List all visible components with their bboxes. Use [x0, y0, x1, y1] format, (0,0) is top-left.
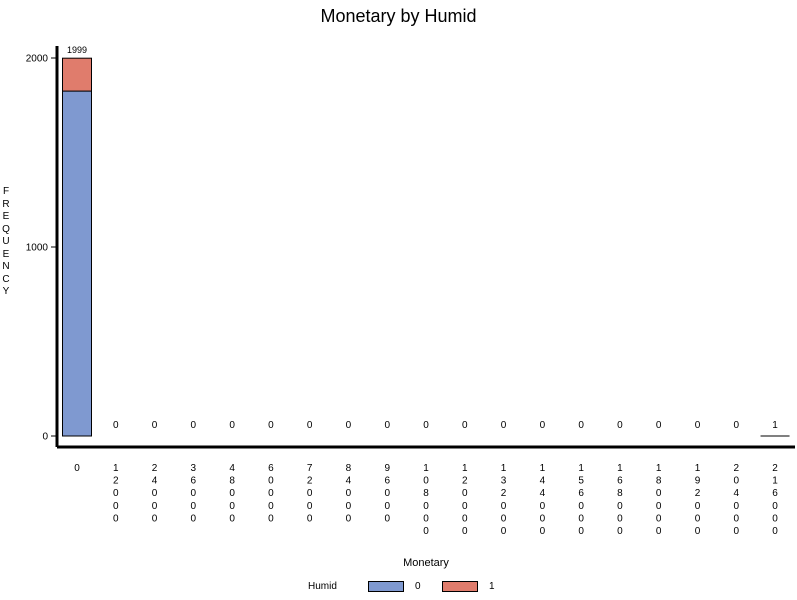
bar-data-label: 0: [191, 420, 197, 431]
bar-data-label: 1999: [67, 45, 87, 55]
x-ticks-group: 0 1 2 0 0 0 2 4 0 0 0 3 6 0 0 0 4 8 0 0 0 6 0 0 0 0 7 2 0 0 0 8 4 0 0 0 9 6 0 0…: [74, 463, 778, 537]
legend-title: Humid: [308, 581, 337, 592]
bars-group: [62, 57, 790, 437]
legend-swatch-0: [368, 581, 404, 592]
bar-data-label: 0: [152, 420, 158, 431]
bar-data-label: 0: [656, 420, 662, 431]
bar-data-label: 0: [501, 420, 507, 431]
bar-data-label: 0: [268, 420, 274, 431]
bar-data-label: 0: [540, 420, 546, 431]
bar-data-label: 0: [462, 420, 468, 431]
bar-data-label: 0: [384, 420, 390, 431]
bar-data-label: 0: [229, 420, 235, 431]
bar-data-label: 0: [733, 420, 739, 431]
bar-data-label: 0: [423, 420, 429, 431]
y-ticks-group: 0 1000 2000: [26, 54, 57, 443]
y-tick-label: 1000: [26, 243, 49, 254]
bar-data-label: 0: [617, 420, 623, 431]
bar-data-label: 0: [113, 420, 119, 431]
legend-label-1: 1: [489, 581, 495, 592]
y-tick-label: 0: [42, 432, 48, 443]
bar-segment: [62, 90, 92, 437]
x-tick-label: 0: [74, 463, 80, 474]
legend-label-0: 0: [415, 581, 421, 592]
y-axis-label: FREQUENCY: [2, 186, 10, 297]
bar-data-label: 0: [695, 420, 701, 431]
chart-title: Monetary by Humid: [320, 6, 477, 26]
x-axis-label: Monetary: [403, 557, 449, 569]
y-tick-label: 2000: [26, 54, 49, 65]
bar-data-label: 1: [772, 420, 778, 431]
data-labels-group: 1999 0 0 0 0 0 0 0 0 0 0 0 0 0 0 0 0 0 1: [67, 45, 778, 431]
legend-swatch-1: [442, 581, 478, 592]
bar-data-label: 0: [307, 420, 313, 431]
axes-group: [55, 46, 795, 449]
bar-segment: [62, 57, 92, 92]
bar-data-label: 0: [578, 420, 584, 431]
bar-data-label: 0: [346, 420, 352, 431]
